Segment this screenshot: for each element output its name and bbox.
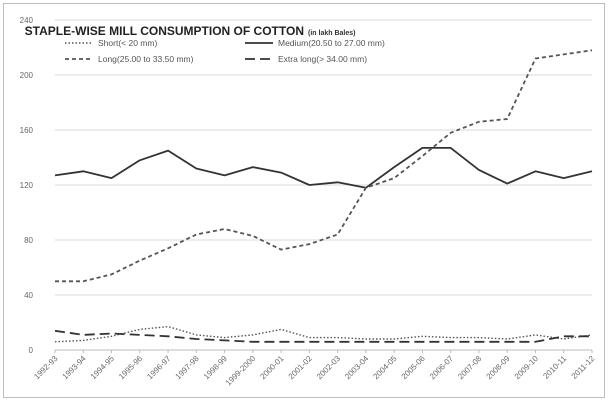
y-axis: 0 40 80 120 160 200 240	[20, 16, 34, 355]
series-line-1	[54, 325, 593, 343]
x-tick-label: 2011-12	[570, 354, 597, 381]
y-tick-label: 120	[20, 181, 34, 190]
series-lines	[54, 49, 593, 343]
x-tick-label: 2002-03	[315, 354, 343, 382]
y-tick-label: 160	[20, 126, 34, 135]
x-tick-label: 2008-09	[485, 354, 513, 382]
y-tick-label: 40	[24, 291, 33, 300]
x-tick-label: 2004-05	[371, 354, 399, 382]
x-tick-label: 2000-01	[258, 354, 286, 382]
legend-label: Long(25.00 to 33.50 mm)	[98, 54, 194, 64]
x-tick-label: 2005-06	[400, 354, 428, 382]
chart-title: STAPLE-WISE MILL CONSUMPTION OF COTTON	[25, 24, 304, 38]
legend-label: Extra long(> 34.00 mm)	[278, 54, 367, 64]
gridlines	[55, 19, 592, 351]
legend-label: Short(< 20 mm)	[98, 38, 157, 48]
y-tick-label: 200	[20, 71, 34, 80]
x-tick-label: 1992-93	[32, 354, 60, 382]
y-tick-label: 80	[24, 236, 33, 245]
x-tick-label: 1998-99	[202, 354, 230, 382]
x-tick-label: 1996-97	[145, 354, 173, 382]
series-line-3	[55, 49, 593, 283]
chart-frame	[3, 3, 605, 398]
x-tick-label: 1994-95	[89, 354, 117, 382]
x-axis: 1992-93 1993-94 1994-95 1995-96 1996-97 1997-…	[32, 350, 597, 387]
x-tick-label: 2003-04	[343, 354, 371, 382]
x-tick-label: 1999-2000	[224, 354, 258, 388]
x-tick-label: 1997-98	[174, 354, 202, 382]
x-tick-label: 2009-10	[513, 354, 541, 382]
y-tick-label: 240	[20, 16, 34, 25]
legend-label: Medium(20.50 to 27.00 mm)	[278, 38, 385, 48]
chart-title-unit: (in lakh Bales)	[308, 30, 355, 37]
x-tick-label: 1995-96	[117, 354, 145, 382]
x-tick-label: 2006-07	[428, 354, 456, 382]
legend: Short(< 20 mm) Medium(20.50 to 27.00 mm) L…	[65, 38, 385, 64]
x-tick-label: 2001-02	[287, 354, 315, 382]
x-tick-label: 1993-94	[61, 354, 89, 382]
series-line-4	[54, 329, 592, 343]
x-tick-label: 2007-08	[456, 354, 484, 382]
series-line-2	[54, 146, 593, 189]
x-tick-label: 2010-11	[541, 354, 568, 381]
y-tick-label: 0	[29, 346, 34, 355]
